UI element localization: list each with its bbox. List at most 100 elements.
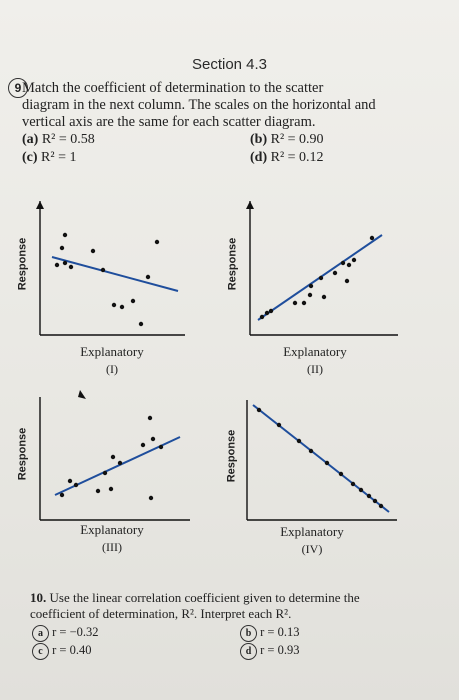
data-point (100, 267, 106, 273)
scatter-plot-4 (246, 400, 397, 525)
question-9-text: Match the coefficient of determination t… (22, 80, 452, 131)
option-a-label: (a) (22, 132, 39, 147)
data-point (264, 310, 270, 316)
plot-2-ylabel: Response (226, 237, 239, 291)
plot-1-xlabel: Explanatory (80, 344, 144, 359)
data-point (369, 235, 375, 241)
data-point (350, 481, 356, 487)
data-point (366, 493, 372, 499)
option-c-label: (c) (22, 150, 38, 165)
data-point (59, 492, 65, 498)
q10-item-c-value: r = 0.40 (52, 643, 92, 657)
q10-line-1-text: Use the linear correlation coefficient g… (49, 590, 360, 605)
data-point (67, 478, 73, 484)
data-point (119, 304, 125, 310)
plot-4-ylabel: Response (225, 429, 238, 483)
data-point (358, 487, 364, 493)
data-point (62, 232, 68, 238)
q10-item-a: a r = −0.32 (32, 625, 99, 642)
plot-4-xlabel: Explanatory (280, 524, 344, 539)
q10-item-a-label: a (32, 625, 49, 642)
regression-line (51, 256, 179, 292)
data-point (138, 321, 144, 327)
data-point (111, 302, 117, 308)
data-point (318, 275, 324, 281)
option-a-value: R² = 0.58 (41, 132, 95, 147)
data-point (147, 415, 153, 421)
q10-item-c-label: c (32, 643, 49, 660)
q10-item-c: c r = 0.40 (32, 643, 91, 660)
data-point (95, 488, 101, 494)
data-point (351, 257, 357, 263)
scatter-plot-1 (36, 195, 190, 340)
option-b: (b) R² = 0.90 (250, 132, 324, 148)
section-title: Section 4.3 (191, 56, 268, 73)
data-point (268, 308, 274, 314)
data-point (332, 270, 338, 276)
data-point (308, 448, 314, 454)
q10-item-a-value: r = −0.32 (52, 625, 99, 639)
data-point (117, 460, 123, 466)
data-point (110, 454, 116, 460)
data-point (62, 260, 68, 266)
data-point (378, 503, 384, 509)
plot-3-ylabel: Response (16, 427, 29, 481)
plot-4-number: (IV) (301, 542, 323, 556)
option-c: (c) R² = 1 (22, 150, 76, 166)
data-point (372, 498, 378, 504)
regression-line (252, 404, 390, 513)
data-point (346, 262, 352, 268)
data-point (321, 294, 327, 300)
scatter-plot-3-svg (39, 390, 190, 521)
data-point (140, 442, 146, 448)
plot-3-number: (III) (102, 540, 122, 554)
data-point (154, 239, 160, 245)
option-d: (d) R² = 0.12 (250, 150, 324, 166)
data-point (296, 438, 302, 444)
scatter-plot-2-svg (246, 201, 398, 336)
data-point (292, 300, 298, 306)
q10-item-b: b r = 0.13 (240, 625, 299, 642)
option-c-value: R² = 1 (41, 150, 77, 165)
data-point (150, 436, 156, 442)
data-point (344, 278, 350, 284)
data-point (90, 248, 96, 254)
data-point (108, 486, 114, 492)
scatter-plot-1-svg (36, 201, 185, 336)
q9-line-1: Match the coefficient of determination t… (22, 80, 324, 96)
data-point (130, 298, 136, 304)
plot-3-xlabel: Explanatory (80, 522, 144, 537)
plot-2-xlabel: Explanatory (283, 344, 347, 359)
q10-line-2: coefficient of determination, R². Interp… (30, 606, 292, 621)
data-point (54, 262, 60, 268)
question-10-text: 10. Use the linear correlation coefficie… (30, 590, 450, 622)
data-point (102, 470, 108, 476)
data-point (145, 274, 151, 280)
plot-1-ylabel: Response (16, 237, 29, 291)
q9-line-3: vertical axis are the same for each scat… (22, 114, 316, 130)
data-point (340, 260, 346, 266)
option-b-label: (b) (250, 132, 268, 147)
q10-item-b-value: r = 0.13 (260, 625, 300, 639)
data-point (59, 245, 65, 251)
q10-item-b-label: b (240, 625, 257, 642)
plot-2-number: (II) (307, 362, 323, 376)
data-point (276, 422, 282, 428)
data-point (68, 264, 74, 270)
q10-item-d-value: r = 0.93 (260, 643, 300, 657)
data-point (324, 460, 330, 466)
scatter-plot-3 (39, 385, 190, 525)
plot-1-number: (I) (106, 362, 118, 376)
data-point (148, 495, 154, 501)
option-a: (a) R² = 0.58 (22, 132, 95, 148)
scatter-plot-4-svg (246, 400, 397, 521)
q10-line-1: 10. Use the linear correlation coefficie… (30, 590, 450, 606)
q10-item-d-label: d (240, 643, 257, 660)
data-point (307, 292, 313, 298)
cursor-icon (78, 390, 86, 399)
data-point (158, 444, 164, 450)
option-b-value: R² = 0.90 (270, 132, 324, 147)
q10-item-d: d r = 0.93 (240, 643, 299, 660)
question-9-number: 9 (8, 78, 28, 98)
option-d-label: (d) (250, 150, 268, 165)
